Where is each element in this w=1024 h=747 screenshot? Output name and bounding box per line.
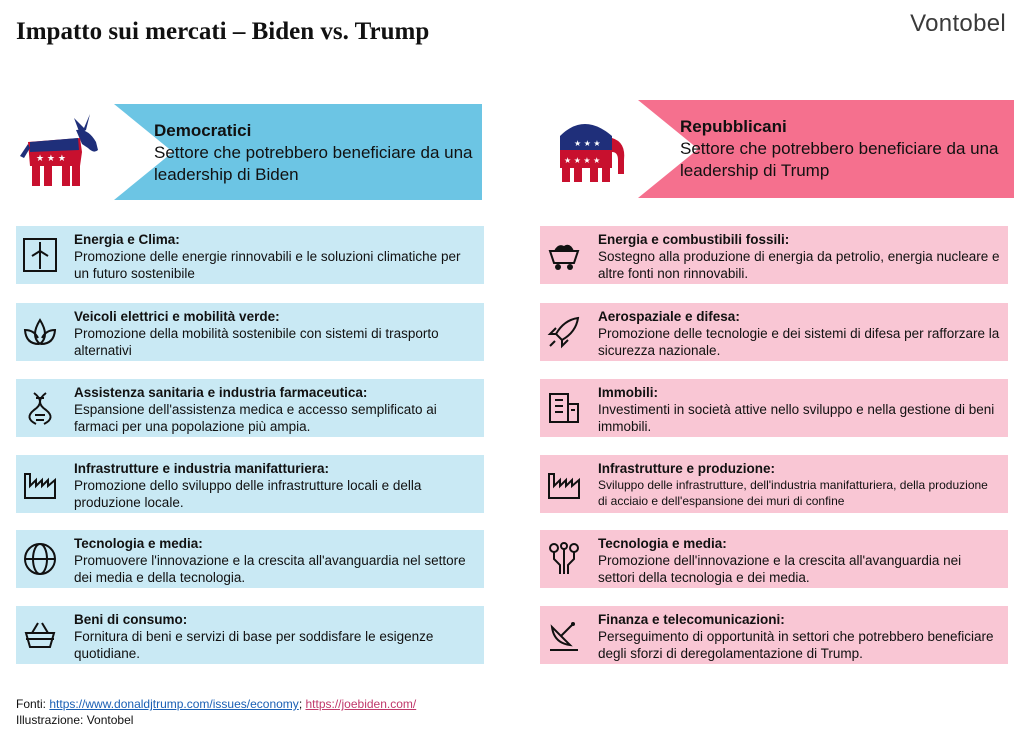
- item-description: Sostegno alla produzione di energia da p…: [598, 249, 1000, 281]
- list-item: Tecnologia e media: Promuovere l'innovazi…: [16, 530, 484, 588]
- republicans-banner-background: [638, 100, 1014, 198]
- item-title: Aerospaziale e difesa:: [598, 309, 740, 324]
- item-description: Perseguimento di opportunità in settori …: [598, 629, 994, 661]
- item-description: Sviluppo delle infrastrutture, dell'indu…: [598, 478, 988, 508]
- building-icon: [546, 390, 582, 426]
- list-item: Immobili: Investimenti in società attive …: [540, 379, 1008, 437]
- democrats-column: ★ ★ ★ Democratici Settore che potrebbero…: [16, 100, 486, 664]
- rocket-icon: [546, 314, 582, 350]
- satellite-dish-icon: [546, 617, 582, 653]
- footer-sources: Fonti: https://www.donaldjtrump.com/issu…: [16, 696, 416, 728]
- republicans-banner-title: Repubblicani: [680, 117, 787, 136]
- sources-separator: ;: [298, 697, 306, 711]
- republicans-column: ★ ★ ★ ★ ★ ★ ★ Repubblicani Settore che p…: [540, 100, 1014, 664]
- republicans-banner: ★ ★ ★ ★ ★ ★ ★ Repubblicani Settore che p…: [540, 100, 1014, 200]
- item-title: Assistenza sanitaria e industria farmace…: [74, 385, 368, 400]
- circuit-icon: [546, 541, 582, 577]
- page-title: Impatto sui mercati – Biden vs. Trump: [16, 18, 430, 45]
- democrats-banner-background: [114, 104, 482, 200]
- wind-turbine-icon: [22, 237, 58, 273]
- basket-icon: [22, 617, 58, 653]
- list-item: Tecnologia e media: Promozione dell'innov…: [540, 530, 1008, 588]
- item-title: Veicoli elettrici e mobilità verde:: [74, 309, 280, 324]
- elephant-icon: ★ ★ ★ ★ ★ ★ ★: [540, 108, 630, 198]
- list-item: Infrastrutture e industria manifatturier…: [16, 455, 484, 513]
- svg-text:★ ★ ★: ★ ★ ★: [36, 154, 66, 164]
- factory-icon: [546, 466, 582, 502]
- republicans-banner-text: Repubblicani Settore che potrebbero bene…: [680, 116, 1000, 182]
- item-description: Promozione dello sviluppo delle infrastr…: [74, 478, 422, 510]
- item-description: Promozione delle tecnologie e dei sistem…: [598, 326, 1000, 358]
- item-title: Tecnologia e media:: [74, 536, 203, 551]
- democrats-banner: ★ ★ ★ Democratici Settore che potrebbero…: [16, 100, 486, 200]
- svg-text:★ ★ ★: ★ ★ ★: [574, 139, 601, 148]
- source-link-trump[interactable]: https://www.donaldjtrump.com/issues/econ…: [49, 697, 299, 711]
- brand-logo: Vontobel: [910, 10, 1006, 37]
- item-title: Beni di consumo:: [74, 612, 188, 627]
- item-title: Tecnologia e media:: [598, 536, 727, 551]
- democrats-banner-text: Democratici Settore che potrebbero benef…: [154, 120, 474, 186]
- factory-icon: [22, 466, 58, 502]
- item-description: Espansione dell'assistenza medica e acce…: [74, 402, 437, 434]
- item-title: Infrastrutture e industria manifatturier…: [74, 461, 330, 476]
- democrats-banner-title: Democratici: [154, 121, 252, 140]
- leaf-icon: [22, 314, 58, 350]
- illustration-credit: Illustrazione: Vontobel: [16, 713, 134, 727]
- item-description: Promozione delle energie rinnovabili e l…: [74, 249, 461, 281]
- item-description: Promozione della mobilità sostenibile co…: [74, 326, 439, 358]
- item-title: Energia e combustibili fossili:: [598, 232, 790, 247]
- item-description: Promozione dell'innovazione e la crescit…: [598, 553, 962, 585]
- svg-text:★ ★ ★ ★: ★ ★ ★ ★: [564, 156, 600, 165]
- list-item: Energia e Clima: Promozione delle energie…: [16, 226, 484, 284]
- globe-icon: [22, 541, 58, 577]
- democrats-banner-subtitle: Settore che potrebbero beneficiare da un…: [154, 143, 473, 184]
- list-item: Infrastrutture e produzione: Sviluppo del…: [540, 455, 1008, 513]
- list-item: Aerospaziale e difesa: Promozione delle t…: [540, 303, 1008, 361]
- item-title: Energia e Clima:: [74, 232, 180, 247]
- list-item: Veicoli elettrici e mobilità verde: Promo…: [16, 303, 484, 361]
- dna-icon: [22, 390, 58, 426]
- coal-cart-icon: [546, 237, 582, 273]
- item-title: Infrastrutture e produzione:: [598, 461, 776, 476]
- item-description: Promuovere l'innovazione e la crescita a…: [74, 553, 466, 585]
- item-description: Investimenti in società attive nello svi…: [598, 402, 995, 434]
- list-item: Beni di consumo: Fornitura di beni e serv…: [16, 606, 484, 664]
- item-title: Immobili:: [598, 385, 658, 400]
- sources-label: Fonti:: [16, 697, 50, 711]
- list-item: Energia e combustibili fossili: Sostegno …: [540, 226, 1008, 284]
- item-title: Finanza e telecomunicazioni:: [598, 612, 785, 627]
- list-item: Assistenza sanitaria e industria farmace…: [16, 379, 484, 437]
- republicans-banner-subtitle: Settore che potrebbero beneficiare da un…: [680, 139, 999, 180]
- item-description: Fornitura di beni e servizi di base per …: [74, 629, 434, 661]
- donkey-icon: ★ ★ ★: [16, 108, 106, 198]
- list-item: Finanza e telecomunicazioni: Perseguiment…: [540, 606, 1008, 664]
- source-link-biden[interactable]: https://joebiden.com/: [305, 697, 417, 711]
